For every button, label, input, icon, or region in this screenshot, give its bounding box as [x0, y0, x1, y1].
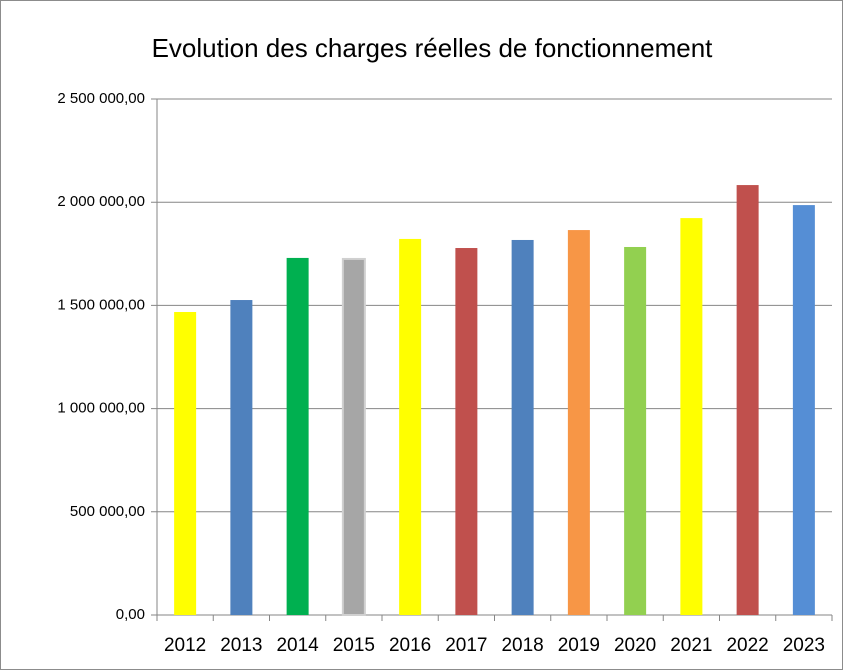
bar: [399, 238, 422, 615]
y-tick-label: 2 500 000,00: [57, 90, 145, 107]
x-tick-label: 2015: [333, 635, 375, 656]
bar: [624, 246, 647, 615]
x-tick-label: 2018: [501, 635, 543, 656]
x-tick-label: 2017: [445, 635, 487, 656]
y-tick-label: 0,00: [116, 606, 145, 623]
bar: [174, 312, 197, 615]
y-tick-label: 2 000 000,00: [57, 193, 145, 210]
y-tick-label: 1 500 000,00: [57, 296, 145, 313]
bar: [230, 300, 253, 615]
x-tick-label: 2023: [783, 635, 825, 656]
x-tick-label: 2021: [670, 635, 712, 656]
x-tick-label: 2022: [726, 635, 768, 656]
y-tick-label: 500 000,00: [70, 503, 145, 520]
bar: [567, 230, 590, 615]
chart-title: Evolution des charges réelles de fonctio…: [152, 33, 714, 63]
bar: [341, 257, 366, 616]
x-tick-label: 2013: [220, 635, 262, 656]
x-tick-label: 2019: [558, 635, 600, 656]
bar: [792, 205, 815, 615]
bar: [680, 218, 703, 615]
x-tick-label: 2020: [614, 635, 656, 656]
bar: [455, 248, 478, 615]
x-tick-label: 2016: [389, 635, 431, 656]
bar: [511, 239, 534, 616]
x-tick-label: 2014: [276, 635, 319, 656]
bar: [286, 257, 309, 615]
bar: [736, 185, 759, 616]
x-tick-label: 2012: [164, 635, 206, 656]
y-tick-label: 1 000 000,00: [57, 400, 145, 417]
